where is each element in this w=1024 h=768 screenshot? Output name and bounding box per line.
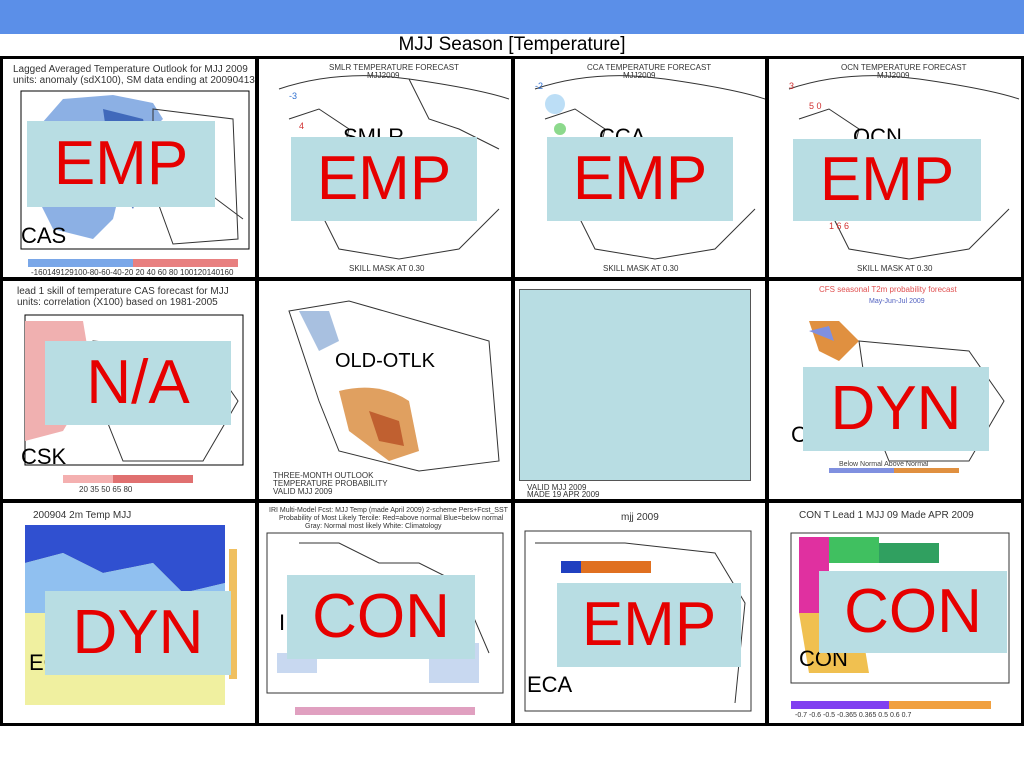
csk-header-2: units: correlation (X100) based on 1981-… <box>17 297 218 308</box>
panel-cfs: CFS seasonal T2m probability forecast Ma… <box>769 281 1021 499</box>
con-header-1: CON T Lead 1 MJJ 09 Made APR 2009 <box>799 510 974 521</box>
smlr-header-2: MJJ2009 <box>367 71 400 80</box>
svg-text:1 6 6: 1 6 6 <box>829 221 849 231</box>
panel-csk: lead 1 skill of temperature CAS forecast… <box>3 281 255 499</box>
blank-placeholder <box>519 289 751 481</box>
panel-cas: Lagged Averaged Temperature Outlook for … <box>3 59 255 277</box>
panel-smlr: -3 4 2 4 3 SMLR TEMPERATURE FORECAST MJJ… <box>259 59 511 277</box>
old-otlk-footer-2: TEMPERATURE PROBABILITY <box>273 479 388 488</box>
cfs-label: C <box>791 422 807 447</box>
panel-grid: Lagged Averaged Temperature Outlook for … <box>0 56 1024 726</box>
cca-emp-tag: EMP <box>547 137 733 221</box>
ocn-header-2: MJJ2009 <box>877 71 910 80</box>
cfs-header-1: CFS seasonal T2m probability forecast <box>819 285 957 294</box>
ocn-footer: SKILL MASK AT 0.30 <box>857 264 933 273</box>
cas-header-1: Lagged Averaged Temperature Outlook for … <box>13 64 248 75</box>
iri-header-3: Gray: Normal most likely White: Climatol… <box>305 523 442 530</box>
csk-colorbar-labels: 20 35 50 65 80 <box>79 485 133 494</box>
csk-na-tag: N/A <box>45 341 231 425</box>
svg-text:5 0: 5 0 <box>809 101 822 111</box>
eca-header-1: mjj 2009 <box>621 512 659 523</box>
cas-header-2: units: anomaly (sdX100), SM data ending … <box>13 75 255 86</box>
panel-iri: IRI Multi-Model Fcst: MJJ Temp (made Apr… <box>259 503 511 723</box>
svg-text:4: 4 <box>299 121 304 131</box>
header-bar <box>0 0 1024 34</box>
old-otlk-footer-3: VALID MJJ 2009 <box>273 487 333 496</box>
svg-text:-3: -3 <box>289 91 297 101</box>
smlr-header-1: SMLR TEMPERATURE FORECAST <box>329 63 459 72</box>
old-otlk-footer-1: THREE-MONTH OUTLOOK <box>273 471 374 480</box>
csk-header-1: lead 1 skill of temperature CAS forecast… <box>17 286 229 297</box>
blank-footer-1: VALID MJJ 2009 <box>527 483 587 492</box>
eca-emp-tag: EMP <box>557 583 741 667</box>
ocn-emp-tag: EMP <box>793 139 981 221</box>
old-otlk-label: OLD-OTLK <box>335 350 436 372</box>
eca-label: ECA <box>527 672 573 697</box>
cfs-dyn-tag: DYN <box>803 367 989 451</box>
eci-dyn-tag: DYN <box>45 591 231 675</box>
cas-emp-tag: EMP <box>27 121 215 207</box>
cca-header-1: CCA TEMPERATURE FORECAST <box>587 63 712 72</box>
csk-label: CSK <box>21 444 67 469</box>
iri-header-2: Probability of Most Likely Tercile: Red=… <box>279 515 504 522</box>
smlr-emp-tag: EMP <box>291 137 477 221</box>
con-con-tag: CON <box>819 571 1007 653</box>
cfs-footer: Below Normal Above Normal <box>839 461 929 468</box>
panel-con: CON T Lead 1 MJJ 09 Made APR 2009 -0.7 -… <box>769 503 1021 723</box>
iri-label: I <box>279 610 286 635</box>
panel-eci: 200904 2m Temp MJJ ECI DYN <box>3 503 255 723</box>
panel-eca: mjj 2009 ECA EMP <box>515 503 765 723</box>
smlr-footer: SKILL MASK AT 0.30 <box>349 264 425 273</box>
iri-con-tag: CON <box>287 575 475 659</box>
old-otlk-map <box>288 300 500 472</box>
panel-ocn: 3 5 0 1 6 6 OCN TEMPERATURE FORECAST MJJ… <box>769 59 1021 277</box>
eci-header-1: 200904 2m Temp MJJ <box>33 510 132 521</box>
cfs-header-2: May-Jun-Jul 2009 <box>869 298 925 305</box>
con-colorbar-labels: -0.7 -0.6 -0.5 -0.365 0.365 0.5 0.6 0.7 <box>795 712 912 719</box>
cas-colorbar-labels: -160149129100-80-60-40-20 20 40 60 80 10… <box>31 268 234 277</box>
iri-header-1: IRI Multi-Model Fcst: MJJ Temp (made Apr… <box>269 507 508 514</box>
svg-text:-2: -2 <box>535 81 543 91</box>
panel-cca: -2 CCA TEMPERATURE FORECAST MJJ2009 SKIL… <box>515 59 765 277</box>
cas-label: CAS <box>21 223 67 248</box>
cca-header-2: MJJ2009 <box>623 71 656 80</box>
slide-title: MJJ Season [Temperature] <box>398 34 626 55</box>
panel-old-otlk: OLD-OTLK THREE-MONTH OUTLOOK TEMPERATURE… <box>259 281 511 499</box>
panel-blank: VALID MJJ 2009 MADE 19 APR 2009 <box>515 281 765 499</box>
cca-footer: SKILL MASK AT 0.30 <box>603 264 679 273</box>
svg-text:3: 3 <box>789 81 794 91</box>
ocn-header-1: OCN TEMPERATURE FORECAST <box>841 63 967 72</box>
cca-map: -2 <box>534 75 765 260</box>
blank-footer-2: MADE 19 APR 2009 <box>527 490 600 499</box>
